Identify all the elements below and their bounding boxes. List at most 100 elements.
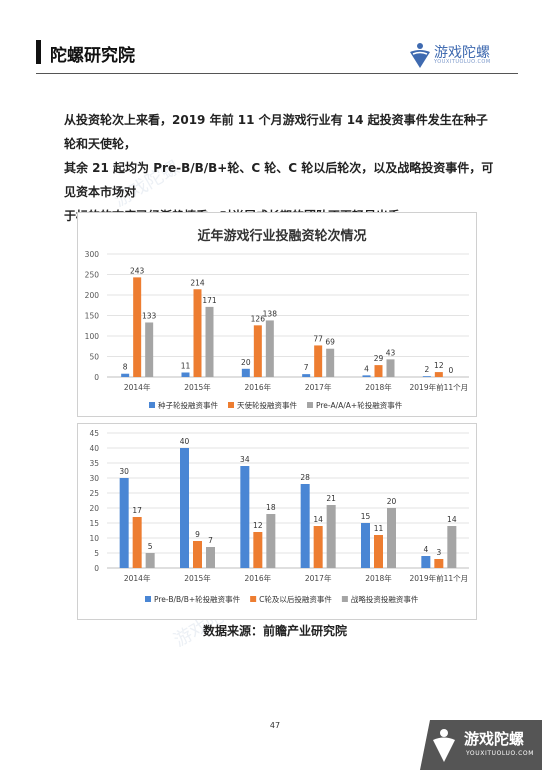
bar-2 bbox=[133, 277, 142, 377]
x-tick-label: 2017年 bbox=[305, 382, 332, 392]
bar-1 bbox=[180, 448, 189, 568]
bar-2 bbox=[434, 372, 443, 377]
bar-3 bbox=[205, 306, 214, 377]
x-tick-label: 2014年 bbox=[124, 573, 151, 583]
body-paragraph: 从投资轮次上来看，2019 年前 11 个月游戏行业有 14 起投资事件发生在种… bbox=[64, 108, 494, 228]
data-label: 171 bbox=[202, 296, 217, 305]
data-label: 7 bbox=[304, 363, 309, 372]
footer-logo: 游戏陀螺 YOUXITUOLUO.COM bbox=[420, 720, 542, 770]
bar-3 bbox=[145, 322, 154, 377]
chart-title: 近年游戏行业投融资轮次情况 bbox=[197, 228, 366, 244]
data-label: 18 bbox=[266, 503, 276, 512]
y-tick-label: 100 bbox=[85, 332, 100, 341]
y-tick-label: 5 bbox=[94, 549, 99, 558]
y-tick-label: 0 bbox=[94, 373, 99, 382]
x-tick-label: 2018年 bbox=[365, 573, 392, 583]
bar-1 bbox=[119, 478, 129, 568]
legend-label: Pre-A/A/A+轮投融资事件 bbox=[316, 400, 403, 410]
page-header: 陀螺研究院 游戏陀螺 YOUXITUOLUO.COM bbox=[0, 0, 550, 95]
data-label: 14 bbox=[313, 515, 323, 524]
y-tick-label: 25 bbox=[89, 489, 99, 498]
bar-2 bbox=[193, 289, 202, 377]
chart-frame bbox=[77, 423, 477, 620]
x-tick-label: 2019年前11个月 bbox=[410, 573, 469, 583]
bar-2 bbox=[434, 559, 444, 568]
bar-2 bbox=[374, 365, 383, 377]
data-label: 20 bbox=[387, 497, 397, 506]
data-label: 5 bbox=[148, 542, 153, 551]
y-tick-label: 30 bbox=[89, 474, 99, 483]
data-label: 40 bbox=[180, 437, 190, 446]
data-label: 11 bbox=[181, 361, 191, 370]
bar-3 bbox=[326, 505, 336, 568]
data-label: 34 bbox=[240, 455, 250, 464]
y-tick-label: 250 bbox=[85, 271, 100, 280]
legend-swatch bbox=[145, 596, 151, 602]
bar-3 bbox=[387, 508, 396, 568]
bar-2 bbox=[374, 535, 383, 568]
x-tick-label: 2019年前11个月 bbox=[410, 382, 469, 392]
chart-frame bbox=[77, 212, 477, 417]
x-tick-label: 2016年 bbox=[245, 382, 272, 392]
y-tick-label: 0 bbox=[94, 564, 99, 573]
bar-1 bbox=[362, 375, 371, 377]
y-tick-label: 40 bbox=[89, 444, 99, 453]
x-tick-label: 2018年 bbox=[365, 382, 392, 392]
data-label: 14 bbox=[447, 515, 457, 524]
bar-1 bbox=[240, 466, 250, 568]
legend-label: 战略投资投融资事件 bbox=[351, 594, 419, 604]
y-tick-label: 300 bbox=[85, 250, 100, 259]
data-label: 12 bbox=[253, 521, 263, 530]
data-label: 133 bbox=[142, 311, 157, 320]
document-title: 陀螺研究院 bbox=[50, 46, 135, 66]
y-tick-label: 20 bbox=[89, 504, 99, 513]
x-tick-label: 2015年 bbox=[184, 573, 211, 583]
bar-chart-early-rounds: 近年游戏行业投融资轮次情况 0 50 100 150 200 250 300 8 243 133 20… bbox=[77, 212, 477, 417]
data-label: 8 bbox=[123, 363, 128, 372]
data-label: 7 bbox=[208, 536, 213, 545]
data-label: 69 bbox=[325, 338, 335, 347]
bar-2 bbox=[313, 526, 323, 568]
data-label: 30 bbox=[119, 467, 129, 476]
data-label: 243 bbox=[130, 266, 145, 275]
bar-1 bbox=[181, 372, 190, 377]
legend-label: 天使轮投融资事件 bbox=[237, 400, 297, 410]
data-label: 21 bbox=[326, 494, 336, 503]
bar-1 bbox=[361, 523, 370, 568]
data-label: 29 bbox=[374, 354, 384, 363]
footer-logo-shape bbox=[420, 720, 542, 770]
data-label: 77 bbox=[313, 334, 323, 343]
bar-2 bbox=[314, 345, 323, 377]
y-tick-label: 150 bbox=[85, 312, 100, 321]
title-accent-bar bbox=[36, 40, 41, 64]
legend-swatch bbox=[228, 402, 234, 408]
bar-1 bbox=[421, 556, 431, 568]
bar-2 bbox=[253, 532, 263, 568]
data-label: 9 bbox=[195, 530, 200, 539]
footer-logo-subtext: YOUXITUOLUO.COM bbox=[466, 750, 535, 757]
data-source: 数据来源：前瞻产业研究院 bbox=[202, 624, 347, 638]
legend-swatch bbox=[149, 402, 155, 408]
x-tick-label: 2016年 bbox=[245, 573, 272, 583]
legend-swatch bbox=[341, 596, 348, 602]
data-label: 126 bbox=[251, 314, 266, 323]
data-label: 3 bbox=[436, 548, 441, 557]
bar-3 bbox=[145, 553, 155, 568]
bar-1 bbox=[422, 376, 431, 377]
data-label: 214 bbox=[190, 278, 205, 287]
chart-svg: 0 5 10 15 20 25 30 35 40 45 30 17 5 2014年 40 97 2015年 34 1… bbox=[77, 423, 477, 620]
y-tick-label: 50 bbox=[89, 353, 99, 362]
bar-2 bbox=[132, 517, 142, 568]
data-label: 4 bbox=[364, 364, 369, 373]
bar-3 bbox=[265, 320, 274, 377]
bar-3 bbox=[326, 348, 335, 377]
logo-text: 游戏陀螺 bbox=[434, 45, 490, 61]
bar-3 bbox=[447, 526, 457, 568]
y-tick-label: 200 bbox=[85, 291, 100, 300]
bar-2 bbox=[193, 541, 202, 568]
paragraph-line: 从投资轮次上来看，2019 年前 11 个月游戏行业有 14 起投资事件发生在种… bbox=[64, 113, 488, 151]
y-tick-label: 15 bbox=[89, 519, 99, 528]
data-label: 28 bbox=[300, 473, 310, 482]
brand-logo: 游戏陀螺 YOUXITUOLUO.COM bbox=[408, 40, 518, 70]
bar-2 bbox=[253, 325, 262, 377]
